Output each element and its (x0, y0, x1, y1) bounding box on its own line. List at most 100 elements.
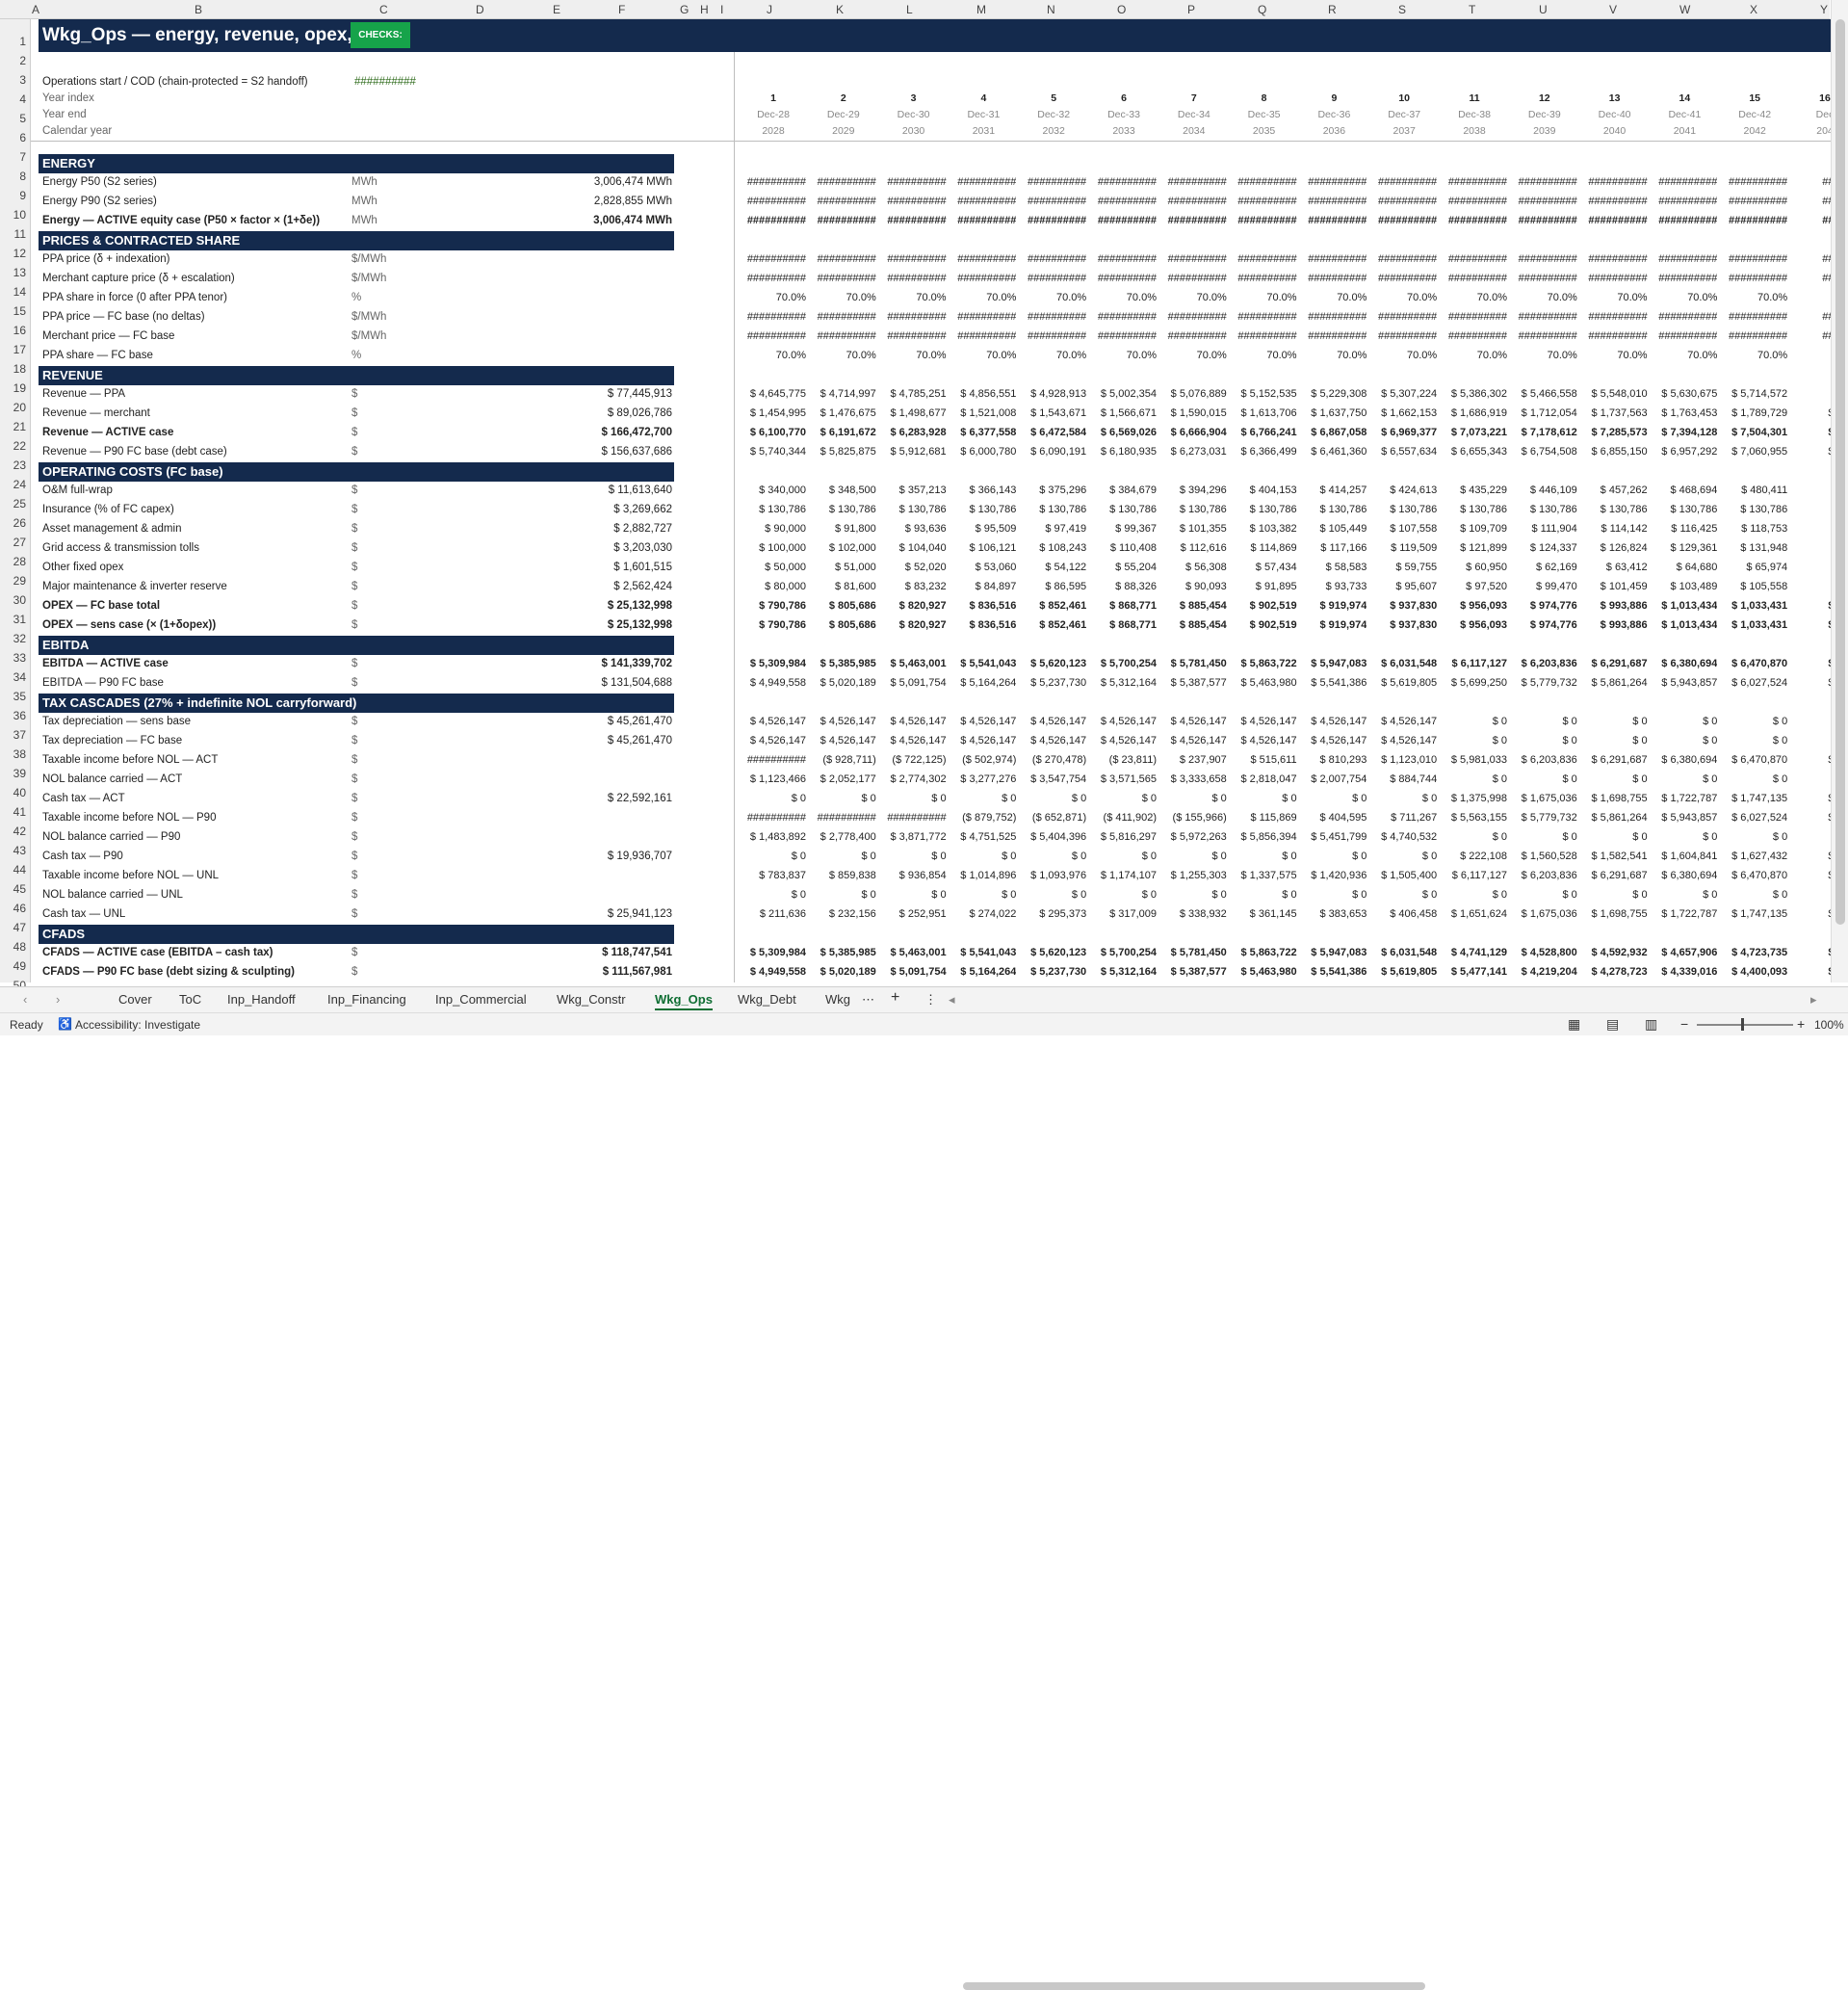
year-value[interactable]: $ 0 (791, 889, 806, 901)
year-value[interactable]: $ 5,076,889 (1170, 388, 1227, 400)
year-value[interactable]: $ 5,947,083 (1311, 658, 1367, 669)
year-value[interactable]: $ 5,451,799 (1311, 831, 1367, 843)
year-value[interactable]: $ 130,786 (1319, 504, 1367, 515)
year-value[interactable]: $ 5,385,985 (820, 658, 876, 669)
row-label[interactable]: Revenue — P90 FC base (debt case) (42, 446, 227, 458)
year-value[interactable]: $ 110,408 (1109, 542, 1157, 554)
year-value[interactable]: $ 1,675,036 (1521, 908, 1577, 920)
year-value[interactable]: ########## (887, 812, 947, 824)
section-header[interactable]: REVENUE (39, 366, 674, 385)
year-value[interactable]: $ 0 (1071, 793, 1087, 804)
year-value[interactable]: ########## (1028, 196, 1087, 207)
year-value[interactable]: $ 0 (1632, 889, 1648, 901)
row-label[interactable]: Cash tax — P90 (42, 851, 123, 862)
year-value[interactable]: $ 1,737,563 (1591, 407, 1648, 419)
year-value[interactable]: ########## (1167, 330, 1227, 342)
row-header[interactable]: 39 (13, 767, 26, 780)
row-header[interactable]: 16 (13, 324, 26, 337)
year-value[interactable]: ########## (1588, 253, 1648, 265)
row-header[interactable]: 18 (13, 362, 26, 376)
year-value[interactable]: ########## (1167, 273, 1227, 284)
year-value[interactable]: $ 884,744 (1390, 773, 1438, 785)
row-label[interactable]: Grid access & transmission tolls (42, 542, 199, 554)
tab-cover[interactable]: Cover (118, 992, 152, 1007)
year-value[interactable]: ########## (1237, 273, 1297, 284)
calendar-year-cell[interactable]: 2040 (1602, 125, 1627, 137)
year-value[interactable]: $ 340,000 (759, 484, 806, 496)
year-value[interactable]: $ 1,637,750 (1311, 407, 1367, 419)
year-value[interactable]: $ 7,073,221 (1450, 427, 1507, 438)
year-value[interactable]: $ 0 (1703, 716, 1718, 727)
year-end-cell[interactable]: Dec-35 (1247, 109, 1281, 120)
row-header[interactable]: 23 (13, 458, 26, 472)
year-value[interactable]: $ 0 (1772, 889, 1788, 901)
year-value[interactable]: $ 404,595 (1319, 812, 1367, 824)
year-value[interactable]: $ 4,526,147 (1030, 716, 1087, 727)
year-value[interactable]: $ 6,470,870 (1731, 754, 1788, 766)
year-value[interactable]: ########## (746, 253, 806, 265)
year-value[interactable]: $ 0 (931, 793, 947, 804)
year-value[interactable]: $ 4,714,997 (820, 388, 876, 400)
year-value[interactable]: $ 4,645,775 (749, 388, 806, 400)
year-value[interactable]: 70.0% (1406, 292, 1438, 303)
year-value[interactable]: $ 1,123,466 (749, 773, 806, 785)
year-value[interactable]: $ 0 (1282, 851, 1297, 862)
row-total[interactable]: 2,828,855 MWh (593, 196, 672, 207)
year-value[interactable]: $ 1,454,995 (749, 407, 806, 419)
year-value[interactable]: $ 4,526,147 (1100, 735, 1157, 746)
year-value[interactable]: 70.0% (1617, 350, 1648, 361)
year-value[interactable]: $ 119,509 (1391, 542, 1438, 554)
year-value[interactable]: $ 0 (1632, 735, 1648, 746)
year-value[interactable]: ########## (1167, 215, 1227, 226)
year-value[interactable]: $ 4,592,932 (1591, 947, 1648, 958)
row-header[interactable]: 21 (13, 420, 26, 433)
year-value[interactable]: ########## (1518, 196, 1577, 207)
year-value[interactable]: ########## (1729, 196, 1788, 207)
year-value[interactable]: $ 95,607 (1395, 581, 1438, 592)
year-end-cell[interactable]: Dec-34 (1177, 109, 1210, 120)
year-value[interactable]: $ 790,786 (759, 619, 806, 631)
year-value[interactable]: $ 4,526,147 (960, 735, 1017, 746)
row-unit[interactable]: $/MWh (351, 311, 387, 323)
year-value[interactable]: $ 63,412 (1605, 562, 1648, 573)
year-value[interactable]: ########## (887, 311, 947, 323)
year-value[interactable]: ########## (1028, 253, 1087, 265)
year-value[interactable]: $ 4,949,558 (749, 966, 806, 978)
year-value[interactable]: $ 97,520 (1466, 581, 1507, 592)
year-value[interactable]: $ 711,267 (1391, 812, 1438, 824)
year-end-cell[interactable]: Dec-37 (1388, 109, 1421, 120)
year-value[interactable]: $ 457,262 (1600, 484, 1648, 496)
year-value[interactable]: $ 252,951 (898, 908, 947, 920)
year-end-cell[interactable]: Dec-40 (1598, 109, 1631, 120)
year-index-cell[interactable]: 11 (1469, 92, 1480, 104)
year-value[interactable]: $ 6,470,870 (1731, 658, 1788, 669)
row-header[interactable]: 35 (13, 690, 26, 703)
year-value[interactable]: $ 5,091,754 (890, 966, 947, 978)
year-end-cell[interactable]: Dec-39 (1527, 109, 1561, 120)
year-value[interactable]: $ 5,541,043 (960, 947, 1017, 958)
year-value[interactable]: 70.0% (1196, 292, 1227, 303)
year-value[interactable]: ########## (1097, 176, 1157, 188)
row-header[interactable]: 6 (19, 131, 26, 144)
year-index-label[interactable]: Year index (42, 92, 94, 104)
year-value[interactable]: ########## (1447, 311, 1507, 323)
year-value[interactable]: $ 0 (931, 889, 947, 901)
year-value[interactable]: $ 0 (931, 851, 947, 862)
year-value[interactable]: $ 4,526,147 (960, 716, 1017, 727)
year-value[interactable]: $ 3,333,658 (1170, 773, 1227, 785)
year-value[interactable]: 70.0% (1547, 350, 1577, 361)
year-end-cell[interactable]: Dec-33 (1107, 109, 1140, 120)
year-value[interactable]: 70.0% (1617, 292, 1648, 303)
row-header[interactable]: 40 (13, 786, 26, 799)
year-value[interactable]: ########## (1097, 330, 1157, 342)
year-value[interactable]: ########## (1237, 311, 1297, 323)
row-unit[interactable]: $ (351, 831, 358, 843)
year-value[interactable]: $ 1,566,671 (1100, 407, 1157, 419)
ops-start-label[interactable]: Operations start / COD (chain-protected … (42, 76, 308, 88)
year-index-cell[interactable]: 7 (1190, 92, 1197, 104)
year-value[interactable]: ########## (1237, 330, 1297, 342)
year-value[interactable]: ########## (1308, 330, 1367, 342)
year-value[interactable]: $ 5,943,857 (1661, 812, 1718, 824)
year-value[interactable]: $ 4,526,147 (1311, 735, 1367, 746)
row-header[interactable]: 37 (13, 728, 26, 742)
